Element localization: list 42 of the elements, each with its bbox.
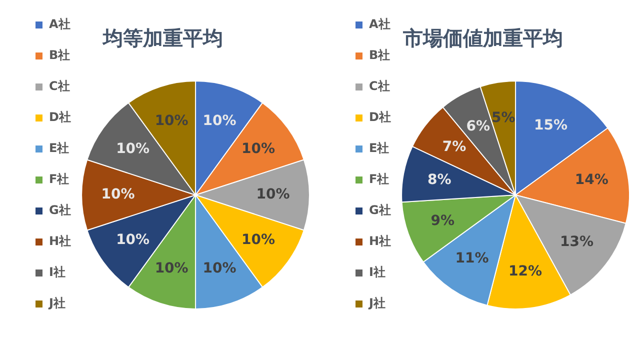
data-label: 12% bbox=[508, 264, 542, 280]
legend-label: D社 bbox=[49, 110, 71, 124]
legend-label: J社 bbox=[48, 296, 66, 310]
data-label: 10% bbox=[202, 260, 236, 276]
legend-label: D社 bbox=[369, 110, 391, 124]
data-label: 10% bbox=[154, 260, 188, 276]
legend-label: G社 bbox=[49, 203, 71, 218]
data-label: 10% bbox=[154, 112, 188, 129]
legend-label: G社 bbox=[369, 203, 391, 218]
data-label: 6% bbox=[466, 118, 490, 135]
data-label: 10% bbox=[256, 186, 290, 203]
legend-label: H社 bbox=[369, 234, 392, 248]
legend-label: C社 bbox=[369, 79, 390, 94]
data-label: 10% bbox=[116, 232, 150, 248]
legend-label: H社 bbox=[49, 234, 72, 248]
legend-label: I社 bbox=[369, 265, 386, 280]
data-label: 13% bbox=[560, 234, 594, 250]
legend-label: B社 bbox=[369, 48, 390, 62]
data-label: 10% bbox=[116, 141, 150, 158]
legend-label: F社 bbox=[369, 172, 390, 186]
data-label: 10% bbox=[241, 232, 275, 248]
legend-label: J社 bbox=[368, 296, 386, 310]
data-label: 10% bbox=[241, 141, 275, 158]
legend-label: B社 bbox=[49, 48, 70, 62]
data-label: 10% bbox=[101, 186, 135, 203]
data-label: 5% bbox=[492, 110, 516, 126]
legend-label: A社 bbox=[369, 17, 390, 32]
data-label: 8% bbox=[428, 172, 452, 188]
legend-label: C社 bbox=[49, 79, 70, 94]
text: 市場価値加重平均 bbox=[402, 26, 563, 50]
data-label: 14% bbox=[574, 172, 608, 188]
data-label: 11% bbox=[455, 250, 489, 267]
data-label: 10% bbox=[202, 112, 236, 129]
legend-label: E社 bbox=[49, 141, 70, 156]
data-label: 7% bbox=[442, 139, 466, 156]
legend-label: F社 bbox=[49, 172, 70, 186]
legend-label: A社 bbox=[49, 17, 70, 32]
text: 均等加重平均 bbox=[102, 26, 223, 50]
legend-label: E社 bbox=[369, 141, 390, 156]
data-label: 15% bbox=[534, 118, 568, 134]
data-label: 9% bbox=[430, 212, 454, 229]
legend-label: I社 bbox=[49, 265, 66, 280]
